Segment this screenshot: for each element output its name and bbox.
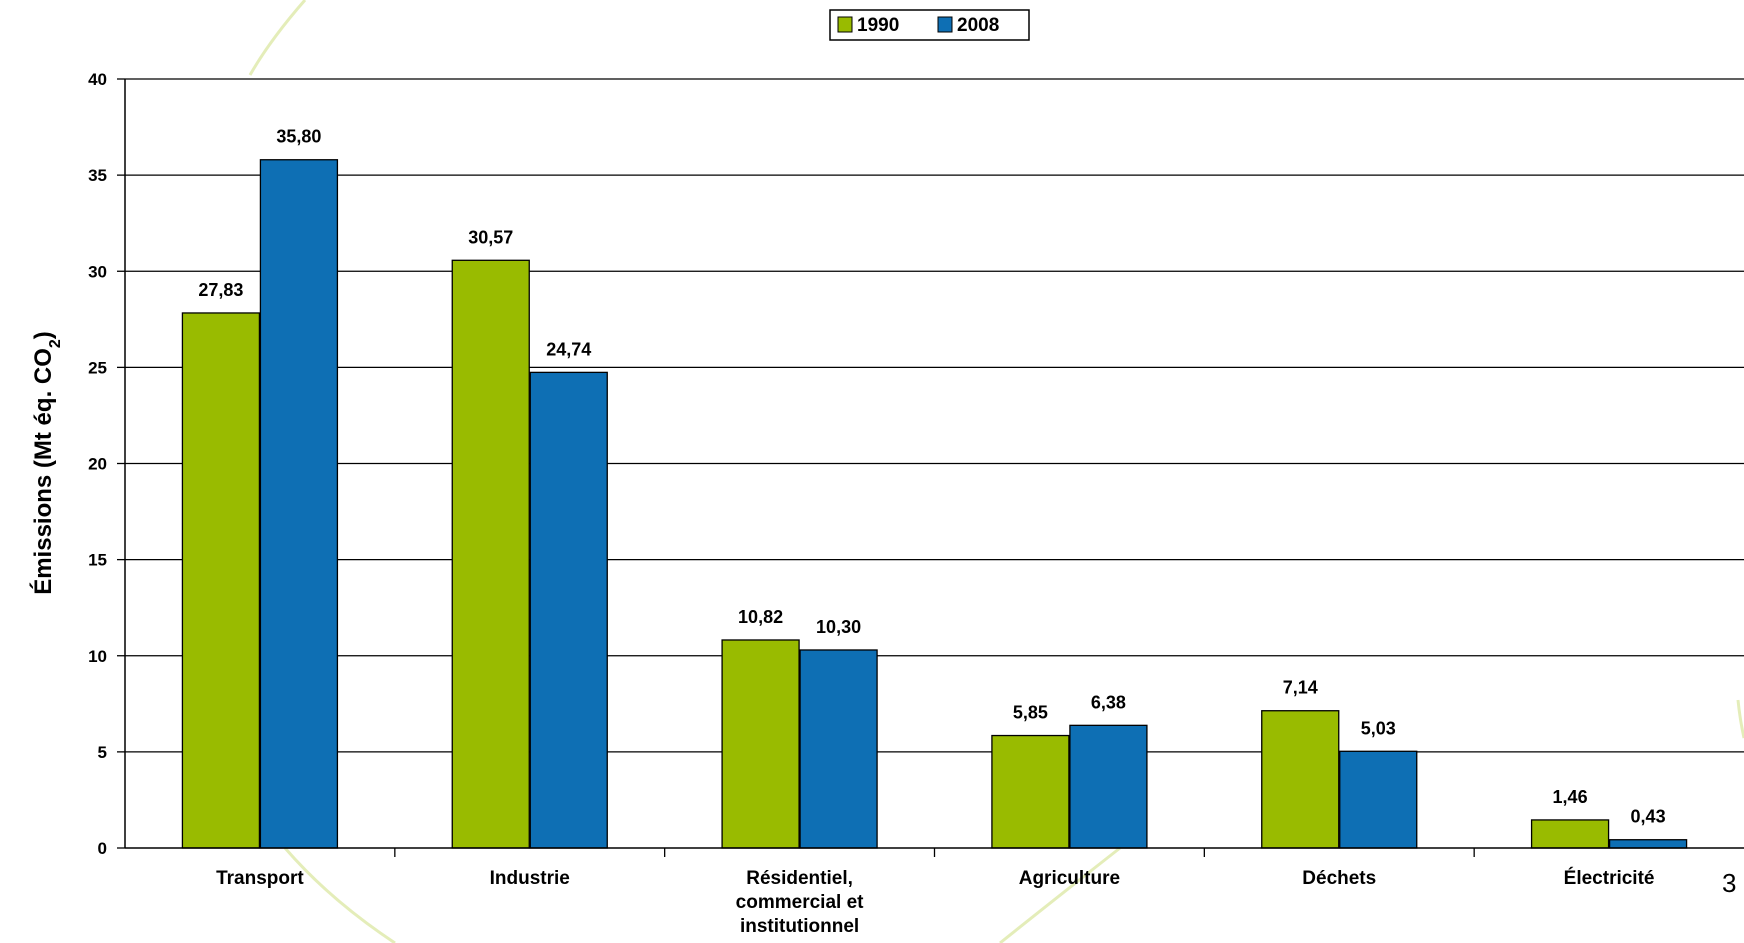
y-axis-title-subscript: 2: [47, 339, 64, 348]
data-label-2008-5: 0,43: [1631, 807, 1666, 827]
bar-2008-2: [799, 649, 878, 849]
x-category-label: institutionnel: [740, 916, 859, 937]
y-tick-label: 25: [88, 358, 107, 377]
legend-swatch-2008: [937, 16, 953, 33]
x-category-label: Transport: [216, 868, 304, 889]
bar-1990-0: [181, 312, 261, 849]
x-category-label: Déchets: [1302, 868, 1376, 889]
y-tick-label: 0: [98, 839, 107, 858]
data-label-2008-4: 5,03: [1361, 718, 1396, 738]
data-labels: 27,83 35,80 30,57 24,74 10,82 10,30 5,85 6,38 7,…: [198, 127, 1665, 827]
y-tick-labels: 0 5 10 15 20 25 30 35 40: [88, 70, 107, 858]
bar-2008-0: [259, 159, 339, 849]
y-tick-label: 30: [88, 262, 107, 281]
data-label-1990-5: 1,46: [1553, 787, 1588, 807]
y-tick-label: 10: [88, 647, 107, 666]
data-label-2008-3: 6,38: [1091, 692, 1126, 712]
data-label-1990-0: 27,83: [198, 280, 243, 300]
bars: [181, 159, 1688, 849]
legend-label-2008: 2008: [957, 15, 999, 36]
y-tick-label: 20: [88, 455, 107, 474]
bar-1990-5: [1530, 819, 1610, 849]
bar-1990-4: [1261, 710, 1340, 849]
y-tick-label: 15: [88, 551, 107, 570]
x-category-label: Résidentiel,: [746, 868, 853, 889]
y-tick-label: 35: [88, 166, 107, 185]
legend-swatch-1990: [837, 16, 853, 33]
data-label-1990-4: 7,14: [1283, 678, 1318, 698]
bar-2008-1: [529, 371, 608, 849]
x-category-label: Électricité: [1564, 867, 1655, 889]
data-label-2008-0: 35,80: [276, 127, 321, 147]
bar-1990-1: [451, 259, 530, 849]
x-category-label: Industrie: [490, 868, 570, 889]
page-number: 3: [1722, 868, 1737, 898]
background-decoration: [248, 0, 1744, 943]
data-label-2008-1: 24,74: [546, 339, 591, 359]
legend-box: [829, 9, 1030, 41]
data-label-2008-2: 10,30: [816, 617, 861, 637]
y-tick-label: 40: [88, 70, 107, 89]
y-axis-title-tail: ): [30, 331, 57, 339]
bar-2008-4: [1339, 750, 1418, 849]
axes: [117, 78, 1744, 857]
y-axis-title: Émissions (Mt éq. CO2): [29, 331, 64, 595]
y-axis-label: Émissions (Mt éq. CO2): [29, 331, 64, 595]
bar-1990-2: [721, 639, 800, 849]
data-label-1990-1: 30,57: [468, 227, 513, 247]
gridlines: [125, 78, 1744, 753]
y-axis-title-main: Émissions (Mt éq. CO: [29, 348, 57, 595]
legend: 1990 2008: [829, 9, 1030, 41]
x-category-label: Agriculture: [1019, 868, 1120, 889]
bar-1990-3: [991, 734, 1070, 849]
y-tick-label: 5: [98, 743, 107, 762]
data-label-1990-2: 10,82: [738, 607, 783, 627]
x-category-label: commercial et: [736, 892, 864, 913]
legend-label-1990: 1990: [857, 15, 899, 36]
data-label-1990-3: 5,85: [1013, 703, 1048, 723]
bar-2008-5: [1608, 839, 1688, 849]
x-category-labels: Transport Industrie Résidentiel, commercial…: [216, 867, 1654, 937]
bar-2008-3: [1069, 724, 1148, 849]
